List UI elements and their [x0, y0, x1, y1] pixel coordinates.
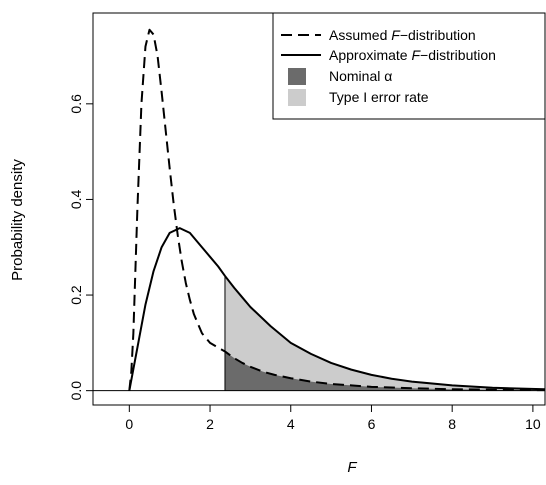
x-axis-title: F: [347, 459, 357, 476]
legend-box: [272, 12, 546, 120]
legend-nominal-alpha-swatch: [288, 68, 306, 85]
x-tick-label: 0: [125, 416, 133, 432]
y-tick-label: 0.6: [68, 94, 84, 114]
assumed-f-curve: [128, 28, 545, 392]
plot-area: [93, 28, 545, 392]
type-i-error-region: [224, 275, 545, 391]
x-tick-label: 2: [206, 416, 214, 432]
x-tick-label: 4: [287, 416, 295, 432]
legend: Assumed F−distribution Approximate F−dist…: [272, 12, 546, 120]
y-axis-title: Probability density: [9, 159, 26, 281]
approximate-f-curve: [128, 227, 545, 391]
legend-label: Approximate F−distribution: [329, 47, 496, 63]
legend-label: Nominal α: [329, 68, 392, 84]
x-tick-label: 6: [368, 416, 376, 432]
legend-label: Assumed F−distribution: [329, 27, 476, 43]
y-tick-label: 0.4: [68, 189, 84, 209]
x-tick-label: 10: [525, 416, 541, 432]
legend-label: Type I error rate: [329, 89, 429, 105]
y-tick-label: 0.2: [68, 285, 84, 305]
y-tick-label: 0.0: [68, 381, 84, 401]
legend-type-i-swatch: [288, 89, 306, 106]
x-tick-label: 8: [448, 416, 456, 432]
